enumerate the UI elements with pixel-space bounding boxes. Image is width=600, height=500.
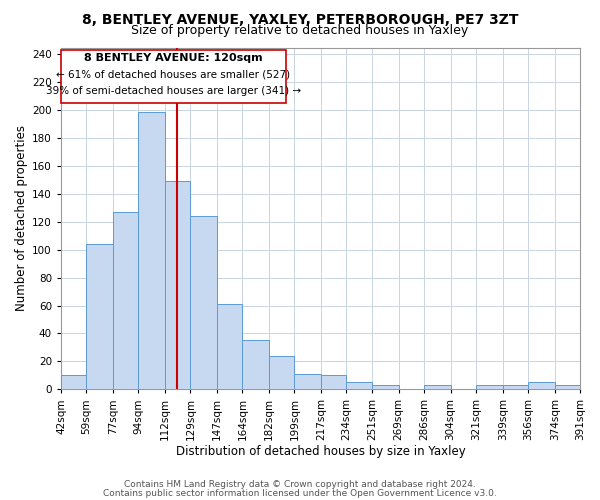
Bar bbox=[242, 340, 269, 389]
Text: 39% of semi-detached houses are larger (341) →: 39% of semi-detached houses are larger (… bbox=[46, 86, 301, 96]
Bar bbox=[503, 385, 528, 389]
Bar bbox=[113, 212, 138, 389]
Bar bbox=[61, 50, 286, 104]
Bar bbox=[86, 244, 113, 389]
Text: 8, BENTLEY AVENUE, YAXLEY, PETERBOROUGH, PE7 3ZT: 8, BENTLEY AVENUE, YAXLEY, PETERBOROUGH,… bbox=[82, 12, 518, 26]
Bar bbox=[217, 304, 242, 389]
Bar bbox=[372, 385, 398, 389]
Text: Size of property relative to detached houses in Yaxley: Size of property relative to detached ho… bbox=[131, 24, 469, 37]
X-axis label: Distribution of detached houses by size in Yaxley: Distribution of detached houses by size … bbox=[176, 444, 466, 458]
Bar bbox=[528, 382, 555, 389]
Bar bbox=[321, 375, 346, 389]
Text: Contains public sector information licensed under the Open Government Licence v3: Contains public sector information licen… bbox=[103, 488, 497, 498]
Text: Contains HM Land Registry data © Crown copyright and database right 2024.: Contains HM Land Registry data © Crown c… bbox=[124, 480, 476, 489]
Bar bbox=[476, 385, 503, 389]
Text: 8 BENTLEY AVENUE: 120sqm: 8 BENTLEY AVENUE: 120sqm bbox=[84, 53, 263, 63]
Bar bbox=[61, 375, 86, 389]
Bar bbox=[190, 216, 217, 389]
Bar bbox=[346, 382, 372, 389]
Y-axis label: Number of detached properties: Number of detached properties bbox=[15, 126, 28, 312]
Bar bbox=[555, 385, 580, 389]
Bar bbox=[424, 385, 451, 389]
Bar bbox=[138, 112, 165, 389]
Bar bbox=[165, 182, 190, 389]
Bar bbox=[269, 356, 295, 389]
Text: ← 61% of detached houses are smaller (527): ← 61% of detached houses are smaller (52… bbox=[56, 70, 290, 80]
Bar bbox=[295, 374, 321, 389]
